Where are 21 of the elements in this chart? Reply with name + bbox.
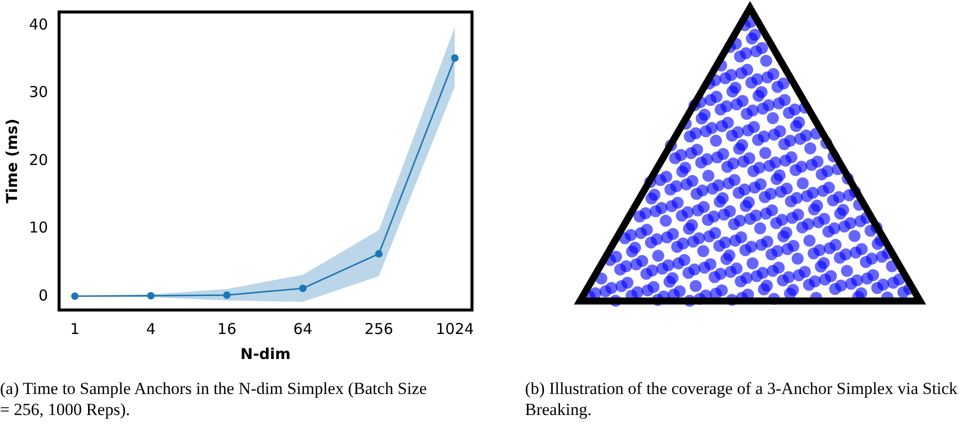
point bbox=[71, 292, 79, 300]
point bbox=[299, 284, 307, 292]
y-tick-label: 20 bbox=[28, 150, 48, 169]
x-tick-label: 256 bbox=[364, 320, 394, 338]
y-tick-label: 10 bbox=[28, 218, 48, 237]
point bbox=[147, 292, 155, 300]
y-axis-title: Time (ms) bbox=[2, 118, 21, 204]
x-tick-label: 4 bbox=[146, 320, 156, 338]
point bbox=[451, 54, 459, 62]
point bbox=[375, 250, 383, 258]
y-tick-label: 30 bbox=[28, 83, 48, 102]
y-tick-label: 0 bbox=[38, 286, 48, 304]
x-axis-title: N-dim bbox=[240, 344, 291, 363]
x-tick-label: 64 bbox=[293, 320, 312, 338]
text: (a) Time to Sample Anchors in the N-dim Simplex (Batch Size = 256, 1000 Reps). bbox=[0, 378, 428, 420]
x-tick-label: 16 bbox=[217, 320, 236, 338]
text: (b) Illustration of the coverage of a 3-Anchor Simplex via Stick Breaking. bbox=[525, 378, 958, 420]
point bbox=[223, 291, 231, 299]
y-tick-label: 40 bbox=[28, 15, 48, 34]
x-tick-label: 1 bbox=[70, 320, 80, 338]
x-tick-label: 1024 bbox=[436, 320, 474, 338]
